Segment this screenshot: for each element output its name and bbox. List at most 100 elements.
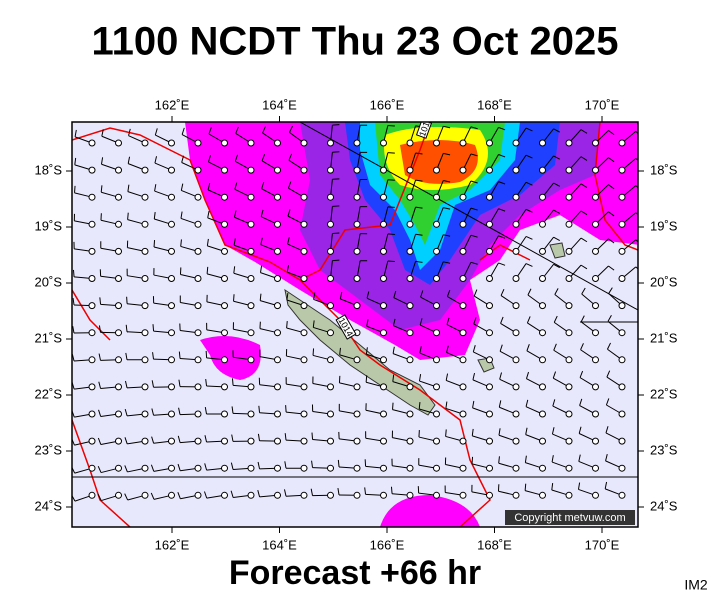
barb-feather bbox=[443, 180, 451, 183]
wind-barb bbox=[605, 426, 626, 445]
barb-station bbox=[486, 491, 493, 499]
wind-barb bbox=[74, 129, 96, 147]
wind-barb bbox=[353, 233, 368, 255]
barb-station bbox=[115, 220, 122, 228]
barb-feather bbox=[98, 325, 101, 333]
barb-feather bbox=[204, 463, 208, 471]
barb-station bbox=[406, 275, 414, 282]
barb-station bbox=[247, 220, 255, 228]
lat-label: 22˚S bbox=[35, 386, 63, 401]
barb-feather bbox=[364, 487, 367, 495]
wind-barb bbox=[392, 346, 414, 364]
barb-station bbox=[221, 383, 228, 391]
wind-barb bbox=[353, 124, 368, 147]
wind-barb bbox=[337, 487, 361, 499]
barb-station bbox=[221, 247, 228, 255]
barb-feather bbox=[552, 371, 557, 379]
barb-station bbox=[512, 139, 520, 147]
barb-feather bbox=[387, 260, 395, 263]
barb-station bbox=[406, 302, 414, 310]
barb-feather bbox=[72, 269, 75, 277]
barb-feather bbox=[231, 378, 234, 386]
barb-station bbox=[406, 193, 414, 201]
wind-barb bbox=[286, 293, 308, 310]
lat-label: 21˚S bbox=[35, 330, 63, 345]
barb-station bbox=[141, 329, 149, 337]
wind-barb bbox=[539, 128, 560, 147]
barb-feather bbox=[605, 453, 608, 462]
wind-barb bbox=[178, 351, 202, 364]
lat-label: 24˚S bbox=[35, 498, 63, 513]
barb-station bbox=[380, 356, 387, 364]
wind-barb bbox=[124, 409, 149, 418]
lon-label: 164˚E bbox=[262, 537, 297, 552]
wind-barb bbox=[73, 213, 96, 228]
barb-feather bbox=[151, 436, 155, 444]
wind-barb bbox=[287, 181, 308, 201]
barb-feather bbox=[580, 264, 588, 270]
barb-station bbox=[592, 410, 599, 418]
barb-station bbox=[194, 410, 202, 418]
wind-barb bbox=[339, 291, 361, 310]
barb-feather bbox=[286, 293, 289, 301]
barb-station bbox=[194, 491, 202, 499]
barb-station bbox=[539, 275, 546, 282]
wind-barb bbox=[592, 238, 615, 255]
wind-barb bbox=[312, 320, 334, 337]
barb-station bbox=[406, 247, 414, 255]
barb-station bbox=[221, 491, 228, 499]
barb-feather bbox=[234, 154, 239, 162]
wind-barb bbox=[99, 297, 122, 310]
barb-feather bbox=[635, 266, 638, 270]
barb-station bbox=[327, 220, 334, 228]
wind-barb bbox=[445, 429, 467, 445]
barb-feather bbox=[124, 465, 128, 473]
wind-barb bbox=[179, 323, 202, 337]
barb-feather bbox=[207, 210, 210, 218]
barb-station bbox=[194, 275, 202, 282]
barb-feather bbox=[257, 433, 260, 441]
barb-feather bbox=[257, 489, 261, 497]
barb-station bbox=[565, 139, 573, 147]
barb-feather bbox=[415, 206, 423, 209]
wind-barb bbox=[153, 268, 175, 282]
wind-barb bbox=[206, 238, 228, 255]
wind-barb bbox=[126, 240, 149, 255]
barb-station bbox=[459, 464, 467, 472]
wind-barb bbox=[446, 317, 467, 337]
wind-barb bbox=[406, 179, 423, 201]
wind-barb bbox=[380, 233, 395, 255]
barb-station bbox=[565, 220, 573, 228]
wind-barb bbox=[153, 240, 175, 255]
wind-barb bbox=[179, 267, 202, 282]
wind-barb bbox=[419, 318, 440, 337]
barb-station bbox=[274, 220, 281, 228]
wind-barb bbox=[578, 426, 599, 445]
wind-barb bbox=[288, 153, 308, 174]
barb-station bbox=[168, 275, 175, 282]
barb-station bbox=[88, 220, 96, 228]
barb-feather bbox=[470, 234, 478, 238]
wind-barb bbox=[231, 406, 255, 418]
barb-station bbox=[115, 302, 122, 310]
barb-station bbox=[486, 193, 493, 201]
barb-station bbox=[247, 139, 255, 147]
barb-feather bbox=[470, 180, 478, 184]
barb-station bbox=[247, 193, 255, 201]
barb-feather bbox=[472, 345, 476, 353]
barb-feather bbox=[443, 152, 451, 156]
wind-barb bbox=[420, 290, 440, 310]
barb-feather bbox=[311, 432, 314, 440]
barb-station bbox=[194, 220, 202, 228]
wind-barb bbox=[153, 212, 175, 228]
barb-feather bbox=[365, 347, 368, 355]
wind-barb bbox=[554, 288, 573, 310]
barb-feather bbox=[498, 208, 506, 212]
barb-feather bbox=[259, 265, 263, 273]
barb-feather bbox=[258, 405, 261, 413]
wind-barb bbox=[473, 289, 493, 310]
barb-station bbox=[539, 139, 546, 147]
wind-barb bbox=[204, 463, 228, 472]
wind-barb bbox=[578, 454, 599, 472]
